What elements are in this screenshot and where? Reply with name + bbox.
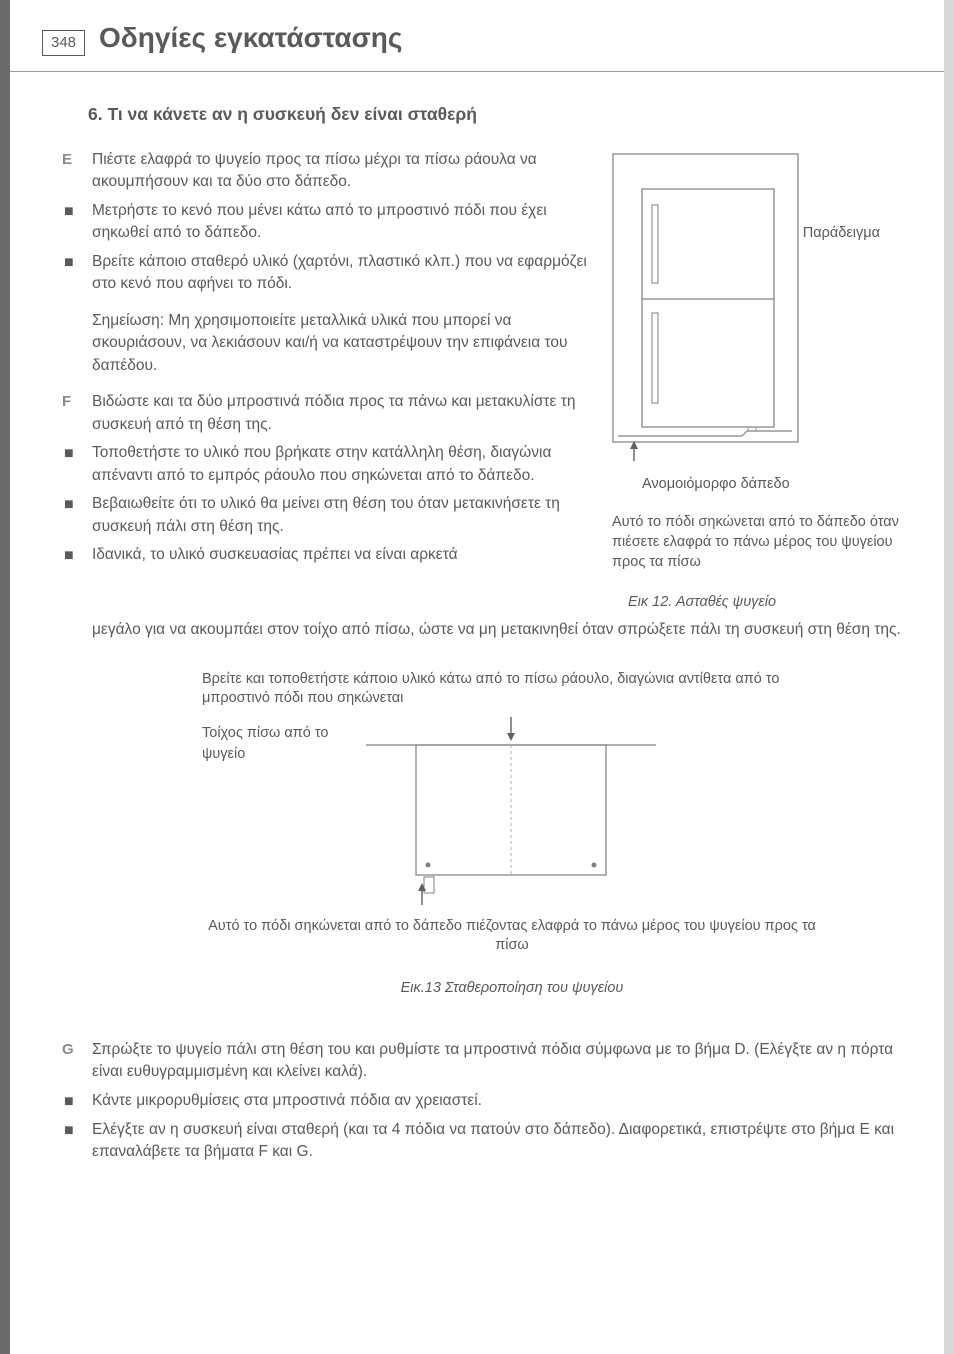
bullet-text: Τοποθετήστε το υλικό που βρήκατε στην κα…	[92, 442, 592, 487]
bullet-text: Ελέγξτε αν η συσκευή είναι σταθερή (και …	[92, 1119, 902, 1164]
page: 348 Οδηγίες εγκατάστασης 6. Τι να κάνετε…	[10, 0, 944, 1354]
bullet-icon: ■	[62, 442, 80, 487]
bullet-item: ■ Βεβαιωθείτε ότι το υλικό θα μείνει στη…	[62, 493, 592, 538]
header: 348 Οδηγίες εγκατάστασης	[10, 0, 944, 72]
bullet-text: Βεβαιωθείτε ότι το υλικό θα μείνει στη θ…	[92, 493, 592, 538]
step-G: G Σπρώξτε το ψυγείο πάλι στη θέση του κα…	[62, 1039, 902, 1084]
content: 6. Τι να κάνετε αν η συσκευή δεν είναι σ…	[10, 72, 944, 1164]
bullet-continuation: μεγάλο για να ακουμπάει στον τοίχο από π…	[92, 619, 902, 641]
bullet-text: Βρείτε κάποιο σταθερό υλικό (χαρτόνι, πλ…	[92, 251, 592, 296]
bullet-item: ■ Τοποθετήστε το υλικό που βρήκατε στην …	[62, 442, 592, 487]
example-label: Παράδειγμα	[803, 223, 880, 244]
bullet-item: ■ Ιδανικά, το υλικό συσκευασίας πρέπει ν…	[62, 544, 592, 567]
floor-label: Ανομοιόμορφο δάπεδο	[642, 474, 902, 495]
bottom-steps: G Σπρώξτε το ψυγείο πάλι στη θέση του κα…	[62, 1039, 902, 1164]
fig13-block: Βρείτε και τοποθετήστε κάποιο υλικό κάτω…	[202, 670, 822, 999]
top-view-diagram	[356, 717, 666, 907]
note: Σημείωση: Μη χρησιμοποιείτε μεταλλικά υλ…	[92, 310, 592, 377]
fig12-container: Παράδειγμα	[612, 153, 882, 470]
bullet-icon: ■	[62, 251, 80, 296]
right-column: Παράδειγμα Ανομοιόμορφο δάπεδο Αυτό το π…	[612, 149, 902, 613]
page-title: Οδηγίες εγκατάστασης	[99, 18, 402, 59]
page-number: 348	[42, 30, 85, 56]
section-heading: 6. Τι να κάνετε αν η συσκευή δεν είναι σ…	[88, 102, 902, 127]
bullet-item: ■ Κάντε μικρορυθμίσεις στα μπροστινά πόδ…	[62, 1090, 902, 1113]
fig13-caption: Εικ.13 Σταθεροποίηση του ψυγείου	[202, 978, 822, 999]
step-F-text: Βιδώστε και τα δύο μπροστινά πόδια προς …	[92, 391, 592, 436]
two-column-layout: E Πιέστε ελαφρά το ψυγείο προς τα πίσω μ…	[62, 149, 902, 613]
fig12-caption: Εικ 12. Ασταθές ψυγείο	[628, 592, 902, 613]
wall-label: Τοίχος πίσω από το ψυγείο	[202, 717, 342, 765]
bullet-icon: ■	[62, 1119, 80, 1164]
step-marker-G: G	[62, 1039, 80, 1084]
left-accent-bar	[0, 0, 10, 1354]
step-F: F Βιδώστε και τα δύο μπροστινά πόδια προ…	[62, 391, 592, 436]
step-marker-E: E	[62, 149, 80, 194]
bullet-icon: ■	[62, 200, 80, 245]
step-G-text: Σπρώξτε το ψυγείο πάλι στη θέση του και …	[92, 1039, 902, 1084]
bullet-icon: ■	[62, 493, 80, 538]
bullet-text: Μετρήστε το κενό που μένει κάτω από το μ…	[92, 200, 592, 245]
step-marker-F: F	[62, 391, 80, 436]
fig13-row: Τοίχος πίσω από το ψυγείο	[202, 717, 822, 907]
fig12-explain: Αυτό το πόδι σηκώνεται από το δάπεδο ότα…	[612, 513, 902, 572]
bullet-item: ■ Ελέγξτε αν η συσκευή είναι σταθερή (κα…	[62, 1119, 902, 1164]
bullet-icon: ■	[62, 544, 80, 567]
fig13-bottom-caption: Αυτό το πόδι σηκώνεται από το δάπεδο πιέ…	[202, 917, 822, 956]
fig13-top-instruction: Βρείτε και τοποθετήστε κάποιο υλικό κάτω…	[202, 670, 822, 709]
fridge-diagram	[612, 153, 882, 463]
bullet-item: ■ Βρείτε κάποιο σταθερό υλικό (χαρτόνι, …	[62, 251, 592, 296]
bullet-text: Ιδανικά, το υλικό συσκευασίας πρέπει να …	[92, 544, 458, 567]
left-column: E Πιέστε ελαφρά το ψυγείο προς τα πίσω μ…	[62, 149, 592, 613]
step-E-text: Πιέστε ελαφρά το ψυγείο προς τα πίσω μέχ…	[92, 149, 592, 194]
bullet-item: ■ Μετρήστε το κενό που μένει κάτω από το…	[62, 200, 592, 245]
bullet-text: Κάντε μικρορυθμίσεις στα μπροστινά πόδια…	[92, 1090, 482, 1113]
bullet-icon: ■	[62, 1090, 80, 1113]
step-E: E Πιέστε ελαφρά το ψυγείο προς τα πίσω μ…	[62, 149, 592, 194]
